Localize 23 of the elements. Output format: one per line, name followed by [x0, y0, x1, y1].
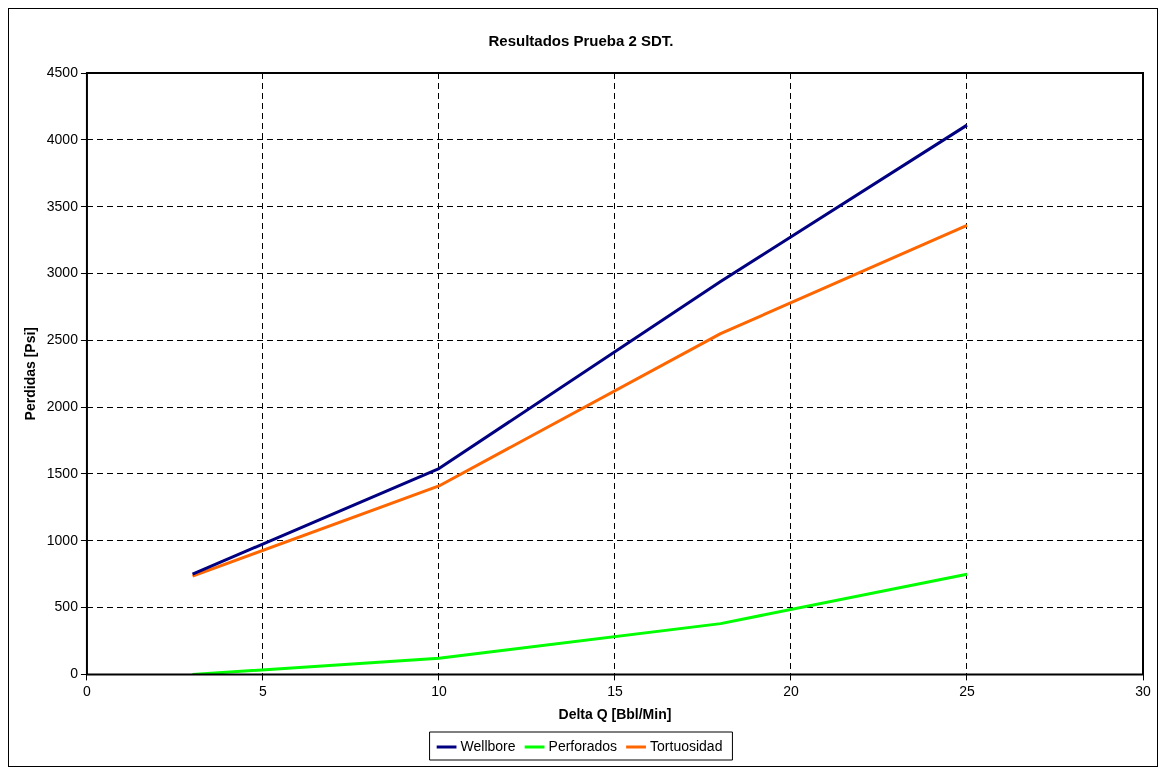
- y-tick-label: 2000: [46, 397, 79, 414]
- y-tick-label: 3000: [46, 264, 79, 281]
- y-tick-label: 1500: [46, 464, 79, 481]
- legend-label: Tortuosidad: [650, 737, 723, 754]
- y-tick-label: 4500: [46, 63, 79, 80]
- legend-label: Perforados: [548, 737, 618, 754]
- x-tick-label: 25: [959, 682, 975, 699]
- y-tick-label: 500: [54, 598, 79, 615]
- x-tick-label: 20: [783, 682, 799, 699]
- x-tick-label: 15: [607, 682, 623, 699]
- y-axis-title: Perdidas [Psi]: [22, 327, 39, 421]
- y-tick-label: 4000: [46, 130, 79, 147]
- y-tick-label: 0: [70, 665, 79, 682]
- x-axis-title: Delta Q [Bbl/Min]: [558, 706, 672, 723]
- chart-title: Resultados Prueba 2 SDT.: [488, 32, 674, 50]
- legend-label: Wellbore: [460, 737, 516, 754]
- x-tick-label: 0: [83, 682, 92, 699]
- x-tick-label: 10: [431, 682, 447, 699]
- y-tick-label: 1000: [46, 531, 79, 548]
- y-tick-label: 2500: [46, 331, 79, 348]
- x-tick-label: 5: [259, 682, 268, 699]
- x-tick-label: 30: [1135, 682, 1151, 699]
- y-tick-label: 3500: [46, 197, 79, 214]
